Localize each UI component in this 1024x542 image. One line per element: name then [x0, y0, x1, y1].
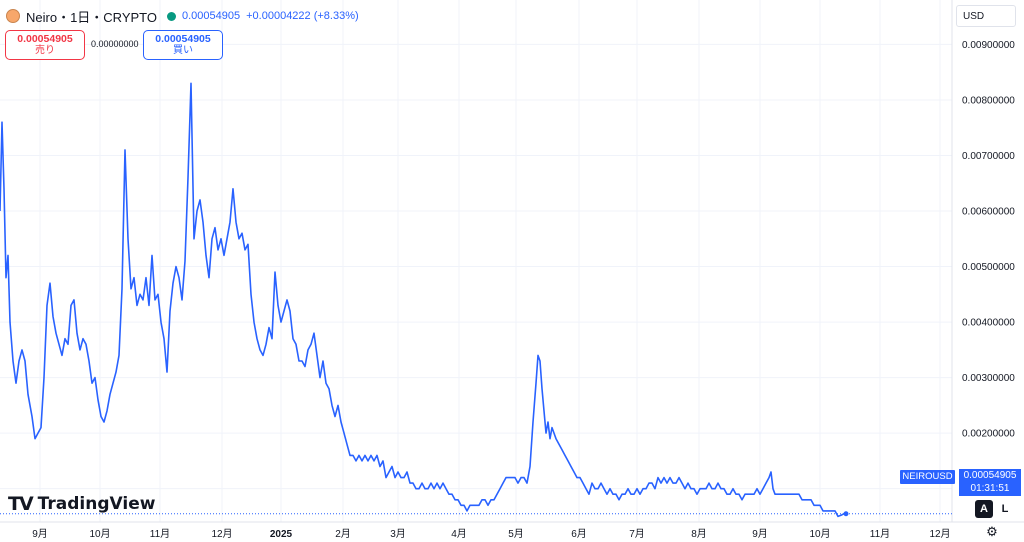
sell-price: 0.00054905 [17, 33, 73, 45]
x-tick-label: 12月 [929, 528, 950, 540]
last-price-marker [843, 511, 849, 517]
last-price-tag-value: 0.00054905 [963, 470, 1017, 481]
x-tick-label: 2025 [270, 529, 293, 540]
y-tick-label: 0.00400000 [962, 318, 1015, 329]
y-tick-label: 0.00200000 [962, 429, 1015, 440]
x-tick-label: 5月 [508, 528, 524, 540]
y-tick-label: 0.00900000 [962, 40, 1015, 51]
tradingview-watermark[interactable]: TV TradingView [8, 493, 155, 515]
y-tick-label: 0.00700000 [962, 151, 1015, 162]
bar-countdown: 01:31:51 [970, 483, 1010, 494]
x-tick-label: 9月 [752, 528, 768, 540]
x-tick-label: 11月 [870, 528, 890, 540]
time-axis[interactable]: 9月 10月 11月 12月 2025 2月 3月 4月 5月 6月 7月 8月 9月 10月 11月 12月 [32, 528, 950, 540]
price-change: +0.00004222 (+8.33%) [246, 10, 359, 22]
auto-scale-button[interactable]: A [975, 500, 993, 518]
neiro-logo-icon [6, 9, 20, 23]
price-series-line [0, 82, 846, 518]
sell-button[interactable]: 0.00054905 売り [5, 30, 85, 60]
symbol-title[interactable]: Neiro・1日・CRYPTO [26, 9, 157, 25]
gear-icon[interactable]: ⚙ [986, 524, 998, 539]
last-price: 0.00054905 [182, 10, 241, 22]
x-tick-label: 4月 [451, 528, 467, 540]
x-tick-label: 12月 [211, 528, 232, 540]
y-tick-label: 0.00800000 [962, 95, 1015, 106]
x-tick-label: 2月 [335, 528, 351, 540]
x-tick-label: 8月 [691, 528, 707, 540]
market-status-icon [167, 11, 176, 21]
y-tick-label: 0.00300000 [962, 373, 1015, 384]
x-tick-label: 10月 [809, 528, 830, 540]
x-tick-label: 6月 [571, 528, 587, 540]
log-scale-button[interactable]: L [1001, 503, 1009, 515]
y-tick-label: 0.00600000 [962, 207, 1015, 218]
y-tick-label: 0.00500000 [962, 262, 1015, 273]
horizontal-grid [0, 43, 952, 490]
last-price-tag: 0.00054905 01:31:51 [959, 469, 1021, 496]
buy-label: 買い [173, 45, 193, 56]
tradingview-wordmark: TradingView [37, 494, 156, 514]
buy-price: 0.00054905 [155, 33, 211, 45]
currency-selector[interactable]: USD [956, 5, 1016, 27]
spread-value: 0.00000000 [91, 39, 139, 49]
symbol-header: Neiro・1日・CRYPTO 0.00054905 +0.00004222 (… [6, 6, 359, 26]
x-tick-label: 7月 [629, 528, 645, 540]
price-axis[interactable]: 0.001000000.002000000.003000000.00400000… [962, 40, 1015, 495]
x-tick-label: 9月 [32, 528, 48, 540]
sell-label: 売り [35, 45, 55, 56]
vertical-grid [39, 0, 941, 522]
buy-button[interactable]: 0.00054905 買い [143, 30, 223, 60]
x-tick-label: 11月 [150, 528, 170, 540]
symbol-tag: NEIROUSD [900, 470, 955, 484]
tradingview-logo-icon: TV [8, 493, 34, 515]
x-tick-label: 10月 [89, 528, 110, 540]
x-tick-label: 3月 [390, 528, 406, 540]
